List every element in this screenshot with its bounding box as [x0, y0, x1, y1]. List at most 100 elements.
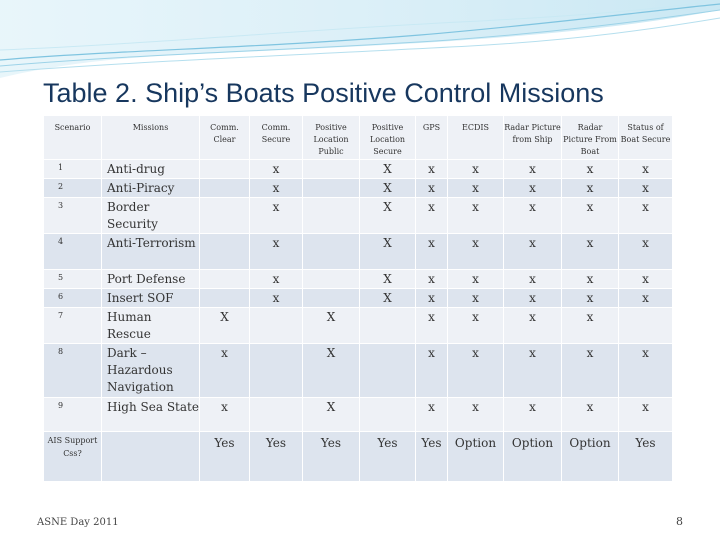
capability-cell: x [618, 397, 673, 432]
capability-cell: x [415, 343, 448, 398]
capability-cell: x [249, 288, 303, 308]
column-header: Status of Boat Secure [618, 115, 673, 160]
scenario-number: 9 [43, 397, 102, 432]
column-header: GPS [415, 115, 448, 160]
missions-table: Scenario Missions Comm. Clear Comm. Secu… [43, 115, 673, 482]
capability-cell: x [503, 159, 562, 179]
capability-cell: x [447, 178, 504, 198]
capability-cell [302, 269, 360, 289]
mission-name: Human Rescue [101, 307, 200, 344]
scenario-number: 8 [43, 343, 102, 398]
capability-cell: x [415, 307, 448, 344]
capability-cell: x [447, 288, 504, 308]
header-wave-decoration [0, 0, 720, 78]
ais-support-cell: Yes [199, 431, 250, 482]
capability-cell: x [618, 178, 673, 198]
capability-cell: x [503, 233, 562, 270]
capability-cell: x [503, 178, 562, 198]
ais-support-cell: Yes [618, 431, 673, 482]
table-header-row: Scenario Missions Comm. Clear Comm. Secu… [43, 115, 673, 160]
mission-name: Port Defense [101, 269, 200, 289]
capability-cell: X [302, 307, 360, 344]
column-header: Missions [101, 115, 200, 160]
capability-cell: x [503, 288, 562, 308]
capability-cell: x [561, 269, 619, 289]
capability-cell [199, 288, 250, 308]
capability-cell: x [415, 397, 448, 432]
capability-cell: x [503, 397, 562, 432]
capability-cell: x [415, 197, 448, 234]
capability-cell: x [618, 269, 673, 289]
capability-cell [302, 159, 360, 179]
capability-cell [359, 397, 416, 432]
capability-cell: x [618, 197, 673, 234]
capability-cell: X [302, 343, 360, 398]
mission-name: Anti-drug [101, 159, 200, 179]
ais-support-cell: Yes [415, 431, 448, 482]
ais-support-label: AIS Support Css? [43, 431, 102, 482]
capability-cell: x [447, 159, 504, 179]
capability-cell: x [561, 288, 619, 308]
capability-cell: x [249, 178, 303, 198]
capability-cell [199, 197, 250, 234]
capability-cell: X [359, 178, 416, 198]
table-row-ais: AIS Support Css? Yes Yes Yes Yes Yes Option Opt… [43, 431, 673, 482]
column-header: Comm. Secure [249, 115, 303, 160]
capability-cell [302, 288, 360, 308]
capability-cell: x [618, 343, 673, 398]
mission-name: Insert SOF [101, 288, 200, 308]
capability-cell: x [618, 159, 673, 179]
capability-cell: x [618, 288, 673, 308]
capability-cell [249, 343, 303, 398]
column-header: Scenario [43, 115, 102, 160]
capability-cell [249, 307, 303, 344]
capability-cell: x [561, 343, 619, 398]
capability-cell: x [561, 397, 619, 432]
capability-cell: x [447, 233, 504, 270]
mission-name: Anti-Terrorism [101, 233, 200, 270]
mission-name: Border Security [101, 197, 200, 234]
column-header: Positive Location Public [302, 115, 360, 160]
capability-cell: x [503, 269, 562, 289]
capability-cell: x [447, 397, 504, 432]
capability-cell [199, 178, 250, 198]
capability-cell [359, 307, 416, 344]
column-header: Comm. Clear [199, 115, 250, 160]
footer-event-label: ASNE Day 2011 [37, 517, 119, 528]
capability-cell: x [415, 159, 448, 179]
capability-cell: x [415, 233, 448, 270]
capability-cell: x [249, 159, 303, 179]
capability-cell: x [447, 197, 504, 234]
capability-cell: x [447, 269, 504, 289]
scenario-number: 5 [43, 269, 102, 289]
capability-cell: x [415, 269, 448, 289]
scenario-number: 4 [43, 233, 102, 270]
capability-cell: x [447, 343, 504, 398]
capability-cell: x [503, 307, 562, 344]
capability-cell: x [503, 343, 562, 398]
capability-cell [302, 233, 360, 270]
scenario-number: 1 [43, 159, 102, 179]
capability-cell: x [199, 397, 250, 432]
column-header: ECDIS [447, 115, 504, 160]
ais-support-cell: Yes [249, 431, 303, 482]
capability-cell: x [561, 233, 619, 270]
capability-cell: x [249, 269, 303, 289]
capability-cell: x [561, 307, 619, 344]
capability-cell [199, 159, 250, 179]
mission-name: High Sea State [101, 397, 200, 432]
capability-cell: x [249, 233, 303, 270]
capability-cell: x [447, 307, 504, 344]
mission-name: Dark – Hazardous Navigation [101, 343, 200, 398]
scenario-number: 2 [43, 178, 102, 198]
capability-cell: x [199, 343, 250, 398]
capability-cell: x [249, 197, 303, 234]
scenario-number: 6 [43, 288, 102, 308]
